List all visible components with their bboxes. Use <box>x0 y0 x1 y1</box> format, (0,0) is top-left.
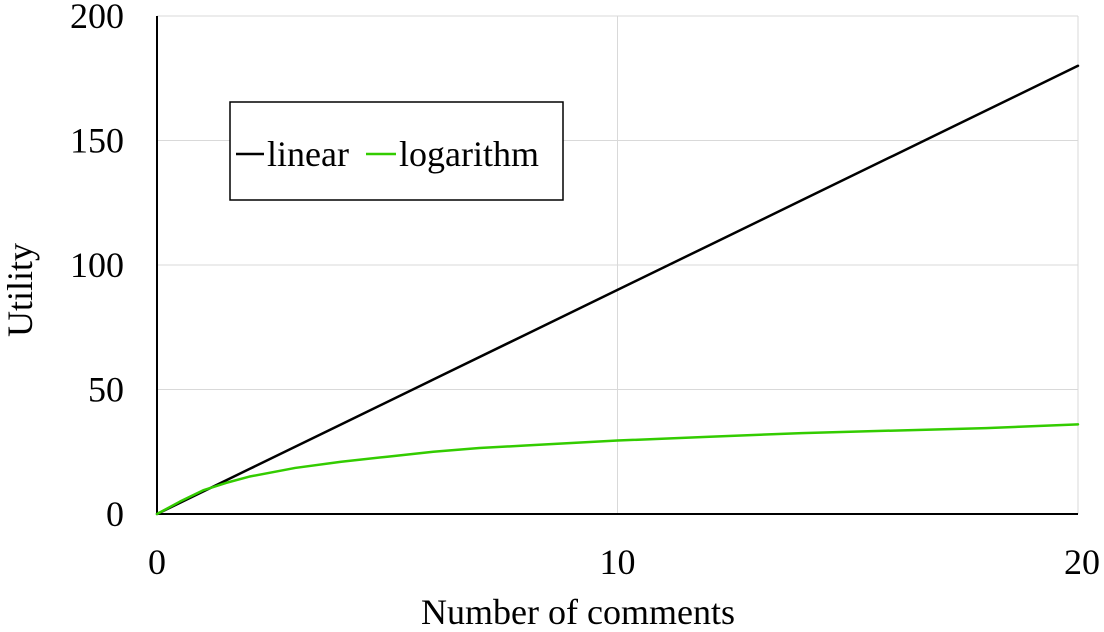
y-tick-label: 200 <box>70 0 124 36</box>
legend-label-linear: linear <box>267 134 349 174</box>
legend-label-logarithm: logarithm <box>399 134 539 174</box>
x-tick-label: 10 <box>600 542 636 582</box>
x-tick-label: 0 <box>148 542 166 582</box>
legend-box <box>229 101 564 201</box>
series-line-linear <box>155 64 1080 516</box>
y-tick-label: 50 <box>88 370 124 410</box>
tick-labels: 0 50 100 150 200 0 10 20 <box>70 0 1100 582</box>
y-tick-label: 0 <box>106 494 124 534</box>
series-lines <box>155 64 1080 516</box>
series-line-logarithm <box>155 423 1080 516</box>
y-tick-label: 100 <box>70 245 124 285</box>
y-tick-label: 150 <box>70 121 124 161</box>
axes <box>156 16 1078 515</box>
legend: linear logarithm <box>229 101 564 201</box>
x-tick-label: 20 <box>1064 542 1100 582</box>
y-axis-label: Utility <box>0 243 40 337</box>
x-axis-label: Number of comments <box>421 592 735 632</box>
